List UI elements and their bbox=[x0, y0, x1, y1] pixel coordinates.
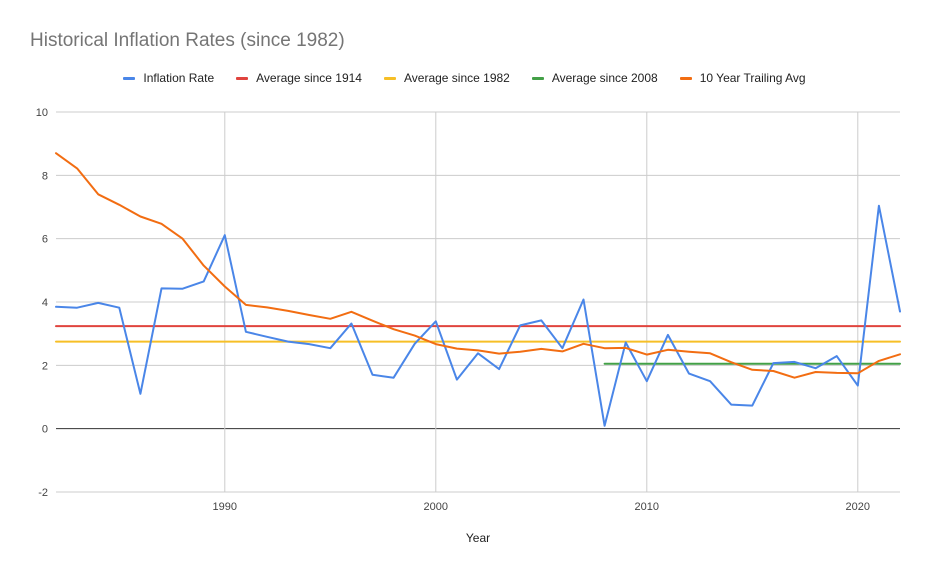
legend-label: Inflation Rate bbox=[143, 71, 215, 85]
legend-label: Average since 2008 bbox=[551, 71, 658, 85]
chart-title: Historical Inflation Rates (since 1982) bbox=[30, 30, 345, 51]
legend-item-average-since-1982[interactable]: Average since 1982 bbox=[383, 69, 510, 87]
legend-swatch bbox=[236, 76, 249, 80]
x-tick-label: 2000 bbox=[424, 501, 448, 513]
legend-label: Average since 1914 bbox=[256, 71, 362, 85]
legend-swatch bbox=[531, 76, 544, 80]
y-tick-label: 6 bbox=[42, 234, 48, 246]
legend-item-inflation-rate[interactable]: Inflation Rate bbox=[123, 69, 214, 87]
x-axis-title: Year bbox=[466, 531, 490, 545]
x-tick-label: 1990 bbox=[213, 501, 237, 513]
legend-label: 10 Year Trailing Avg bbox=[699, 71, 806, 85]
x-tick-label: 2010 bbox=[635, 501, 659, 513]
legend-swatch bbox=[123, 76, 136, 80]
legend-item-10-year-trailing-avg[interactable]: 10 Year Trailing Avg bbox=[679, 69, 806, 87]
tick-layer: -2 0 2 4 6 8 10 1990 2000 2010 2020 bbox=[36, 107, 870, 513]
y-tick-label: 0 bbox=[42, 424, 48, 436]
legend-swatch bbox=[383, 76, 396, 80]
series-line-10-year-trailing-avg bbox=[55, 152, 901, 379]
series-line-inflation-rate bbox=[55, 204, 901, 427]
legend-swatch bbox=[679, 76, 692, 80]
legend-label: Average since 1982 bbox=[403, 71, 510, 85]
series-layer bbox=[55, 152, 901, 427]
legend-item-average-since-1914[interactable]: Average since 1914 bbox=[236, 69, 362, 87]
y-tick-label: -2 bbox=[38, 487, 48, 499]
y-tick-label: 2 bbox=[42, 360, 48, 372]
legend-item-average-since-2008[interactable]: Average since 2008 bbox=[531, 69, 658, 87]
y-tick-label: 4 bbox=[42, 297, 48, 309]
chart-legend: Inflation Rate Average since 1914 Averag… bbox=[0, 69, 929, 87]
x-tick-label: 2020 bbox=[846, 501, 870, 513]
y-tick-label: 8 bbox=[42, 170, 48, 182]
y-tick-label: 10 bbox=[36, 107, 48, 119]
grid-layer bbox=[56, 111, 900, 493]
